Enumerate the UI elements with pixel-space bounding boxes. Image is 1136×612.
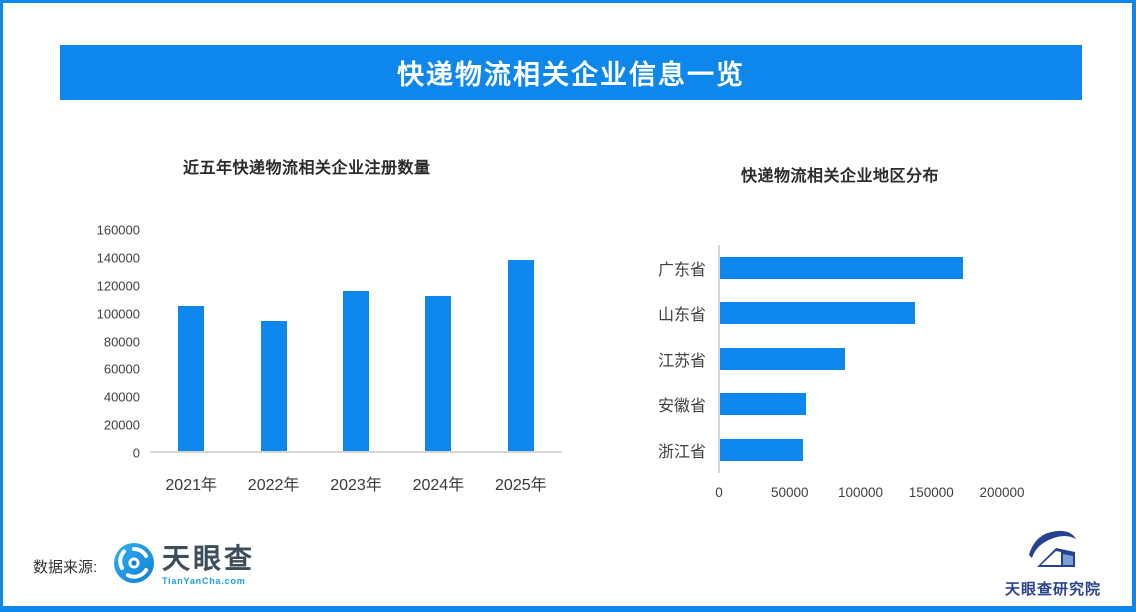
x-category-label: 2024年: [412, 477, 465, 494]
tianyancha-name: 天眼查: [162, 543, 256, 574]
bar-slot: [232, 230, 314, 451]
research-institute-logo: 天眼查研究院: [991, 527, 1115, 599]
x-category-label: 2021年: [165, 477, 217, 494]
y-category-label: 广东省: [657, 261, 706, 279]
y-category-label: 安徽省: [657, 398, 706, 416]
y-tick-label: 100000: [96, 306, 140, 322]
bar-安徽省: [720, 393, 807, 416]
y-tick-label: 120000: [96, 278, 140, 294]
research-institute-name: 天眼查研究院: [1004, 581, 1101, 598]
bar-slot: [480, 230, 562, 451]
chart-row-浙江省: 浙江省: [643, 427, 1063, 473]
x-tick-label: 50000: [770, 485, 809, 500]
chart-row-山东省: 山东省: [643, 290, 1063, 336]
bar-2022年: [260, 321, 287, 451]
research-institute-icon: [1023, 530, 1083, 575]
page-title: 快递物流相关企业信息一览: [397, 60, 745, 90]
bar-江苏省: [720, 347, 845, 370]
bar-track: [718, 336, 1063, 382]
bar-2024年: [425, 296, 452, 451]
data-source-label: 数据来源:: [33, 559, 98, 576]
y-category-label: 江苏省: [657, 352, 706, 370]
bar-slot: [315, 230, 397, 451]
bar-浙江省: [720, 438, 804, 461]
bar-slot: [150, 230, 232, 451]
x-category-label: 2023年: [330, 477, 382, 494]
left-chart-title: 近五年快递物流相关企业注册数量: [183, 160, 431, 177]
y-tick-label: 0: [132, 445, 140, 461]
chart-row-江苏省: 江苏省: [643, 336, 1063, 382]
left-chart-bars: [150, 230, 562, 451]
y-tick-label: 140000: [96, 250, 140, 266]
chart-row-安徽省: 安徽省: [643, 381, 1063, 427]
y-tick-label: 80000: [103, 334, 140, 349]
bar-track: [718, 290, 1063, 336]
y-tick-label: 40000: [103, 389, 140, 405]
left-chart-plot-area: [150, 230, 562, 453]
bar-2021年: [178, 305, 205, 451]
bar-2025年: [507, 260, 534, 451]
bar-track: [718, 381, 1063, 427]
tianyancha-logo: 天眼查 TianYanCha.com: [113, 542, 255, 589]
x-category-label: 2022年: [247, 477, 300, 494]
y-category-label: 山东省: [657, 307, 706, 325]
bar-广东省: [720, 256, 964, 279]
right-chart-title: 快递物流相关企业地区分布: [741, 168, 940, 185]
right-chart-plot-area: 广东省山东省江苏省安徽省浙江省: [643, 245, 1063, 473]
bar-2023年: [343, 290, 370, 451]
tianyancha-wordmark: 天眼查 TianYanCha.com: [162, 543, 256, 587]
banner: 快递物流相关企业信息一览: [60, 45, 1082, 100]
x-category-label: 2025年: [495, 477, 547, 494]
tianyancha-domain: TianYanCha.com: [162, 576, 246, 586]
y-category-label: 浙江省: [657, 443, 706, 461]
chart-row-广东省: 广东省: [643, 245, 1063, 291]
left-chart-x-axis-labels: 2021年 2022年 2023年 2024年 2025年: [150, 471, 562, 495]
bar-slot: [397, 230, 479, 451]
y-tick-label: 160000: [96, 222, 140, 238]
x-tick-label: 100000: [837, 485, 884, 500]
x-tick-label: 0: [715, 485, 723, 500]
y-tick-label: 60000: [103, 361, 140, 377]
bar-山东省: [720, 302, 916, 325]
bar-track: [718, 245, 1063, 291]
y-tick-label: 20000: [103, 417, 140, 433]
x-tick-label: 150000: [908, 485, 954, 500]
left-chart-y-axis-labels: 0 20000 40000 60000 80000 100000 120000 140000 1…: [55, 223, 140, 461]
x-tick-label: 200000: [979, 485, 1025, 500]
bar-track: [718, 427, 1063, 473]
tianyancha-eye-icon: [113, 542, 155, 589]
right-chart-x-axis-labels: 0 50000 100000 150000 200000: [715, 485, 1039, 503]
